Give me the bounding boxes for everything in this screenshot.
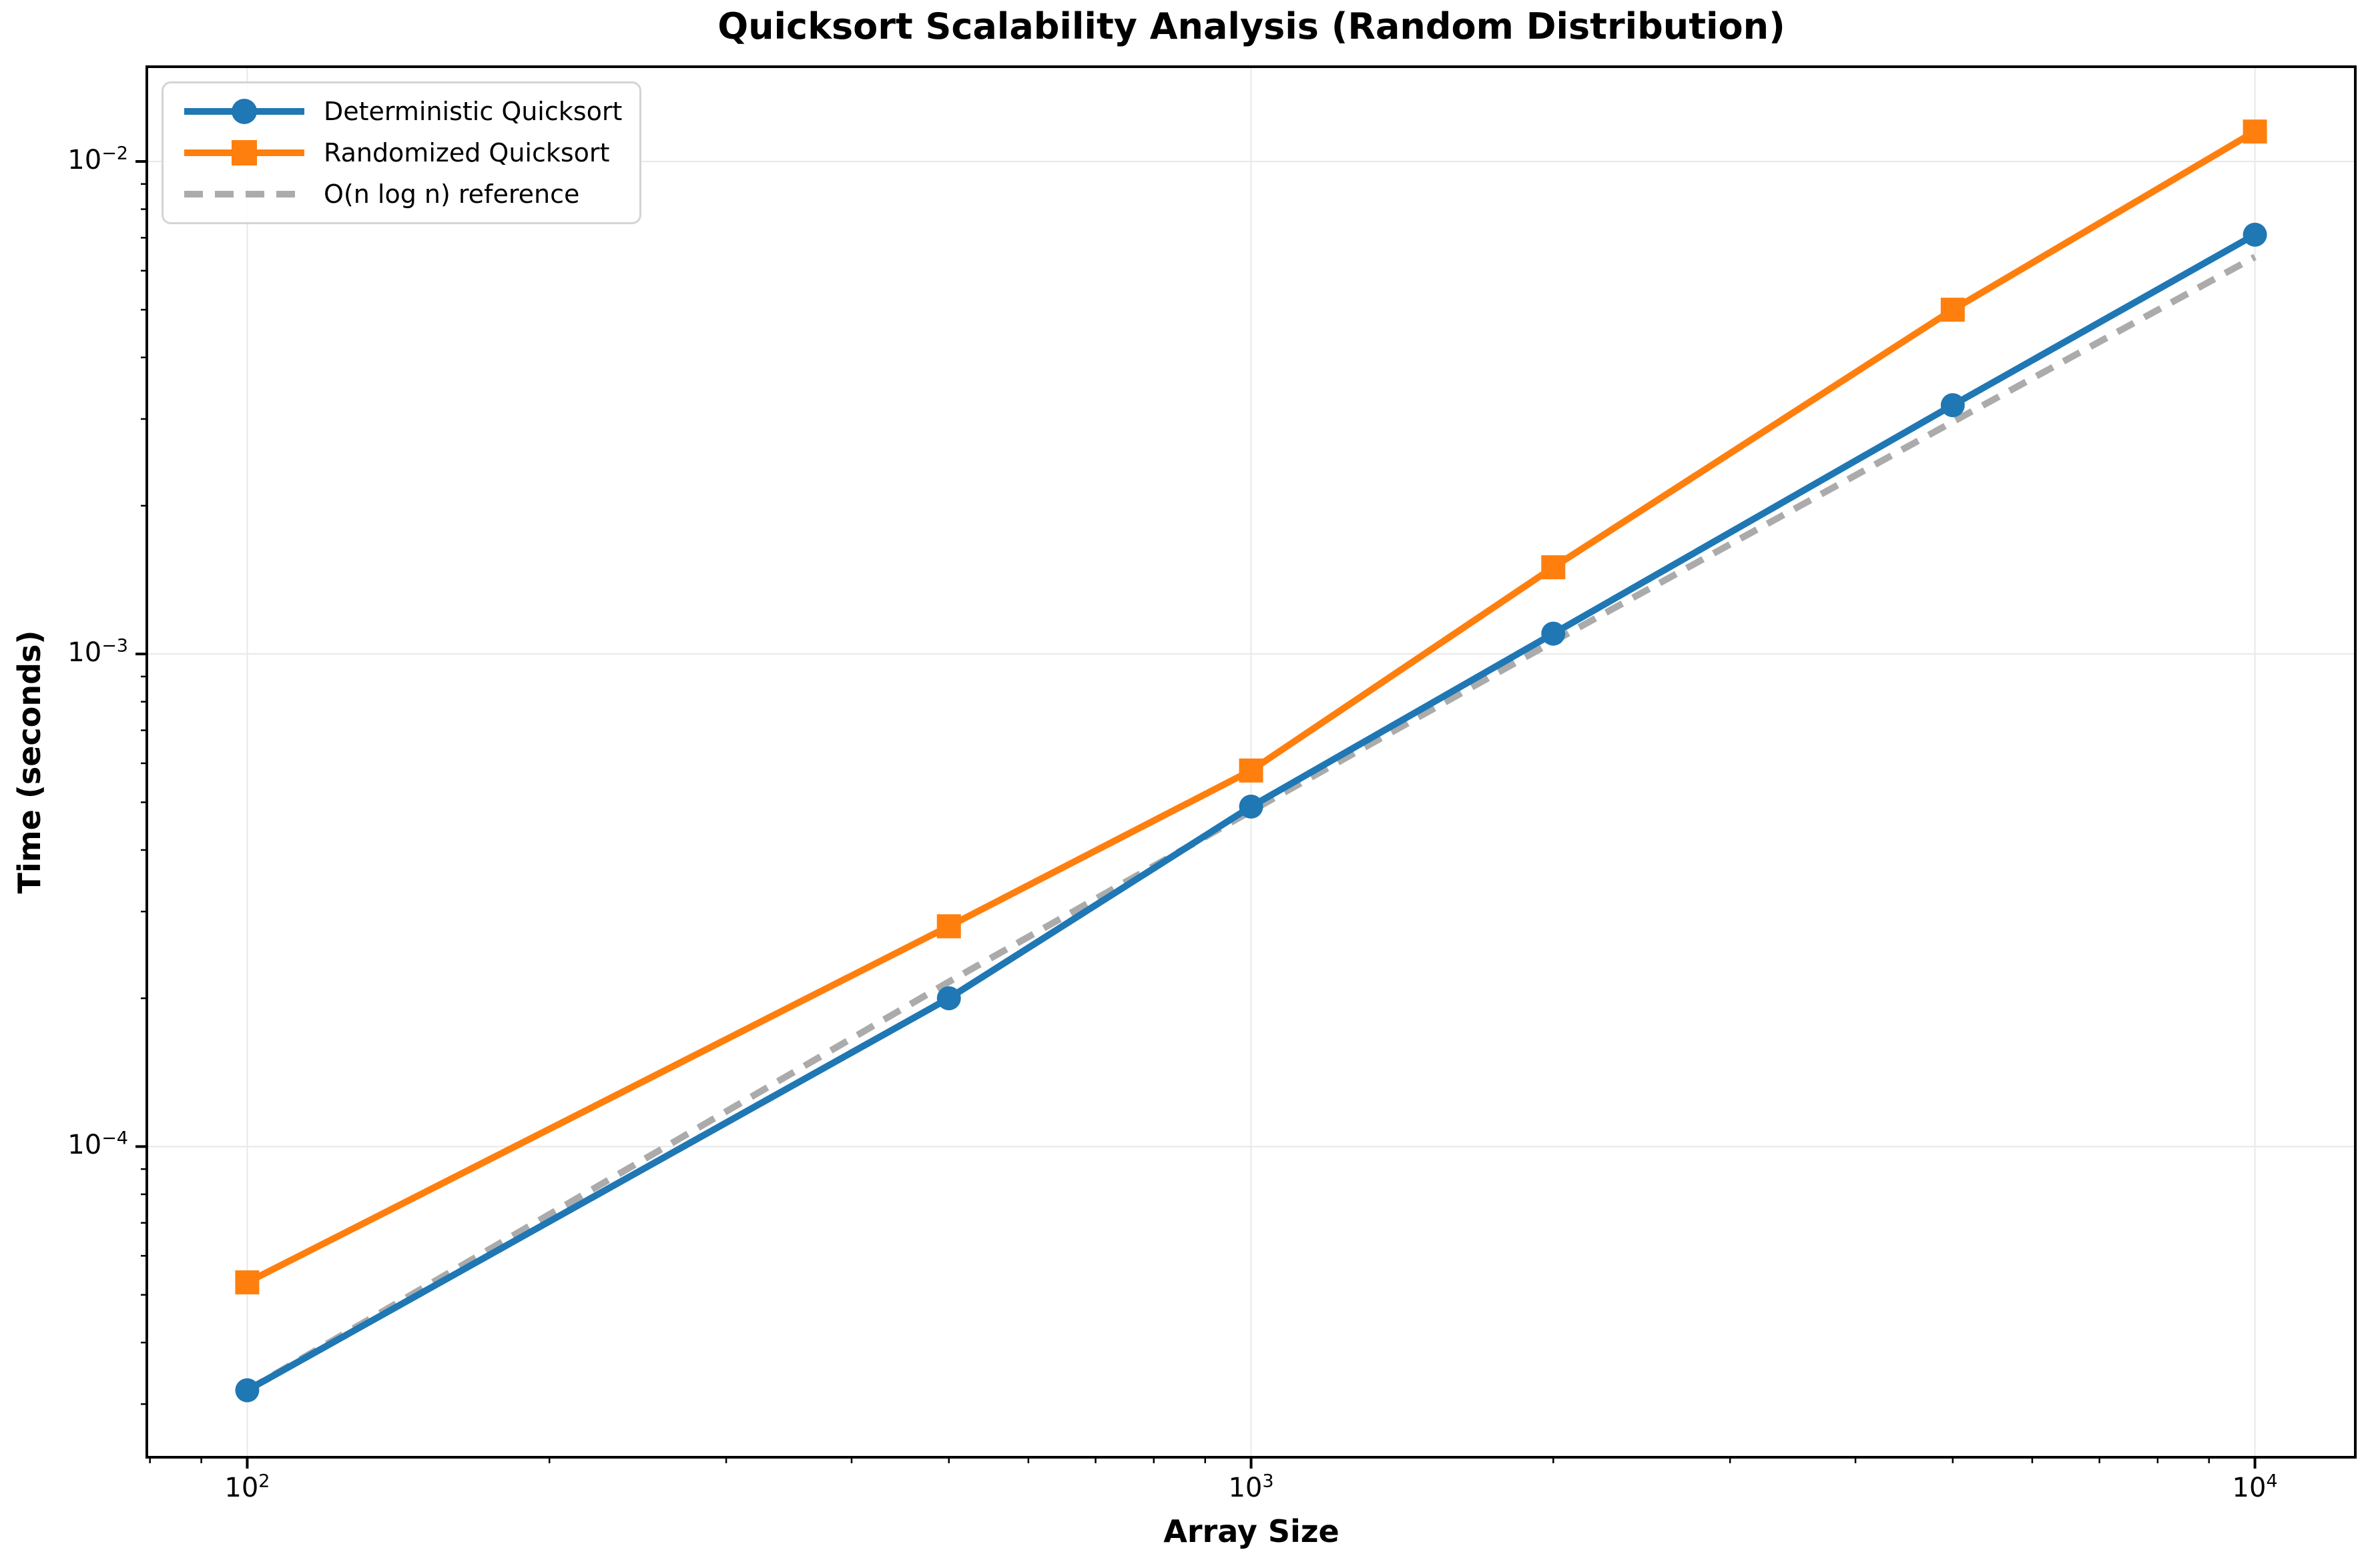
line-square-marker-icon [184,140,304,165]
legend-item-deterministic: Deterministic Quicksort [181,95,622,127]
chart-title: Quicksort Scalability Analysis (Random D… [717,5,1785,47]
x-axis-label: Array Size [1163,1513,1340,1549]
y-tick-label: 10−2 [67,143,128,175]
legend: Deterministic Quicksort Randomized Quick… [162,81,642,224]
y-tick-label: 10−3 [67,635,128,669]
legend-item-randomized: Randomized Quicksort [181,137,622,169]
legend-label: Deterministic Quicksort [324,97,623,126]
legend-item-reference: O(n log n) reference [181,178,622,210]
dashed-line-icon [184,191,304,198]
line-circle-marker-icon [184,99,304,124]
y-axis-label: Time (seconds) [11,630,47,894]
x-tick-label: 102 [224,1471,270,1503]
y-tick-label: 10−4 [67,1128,128,1161]
x-tick-label: 104 [2232,1471,2278,1503]
legend-label: Randomized Quicksort [324,138,610,167]
legend-label: O(n log n) reference [324,179,580,209]
x-tick-label: 103 [1228,1471,1274,1503]
